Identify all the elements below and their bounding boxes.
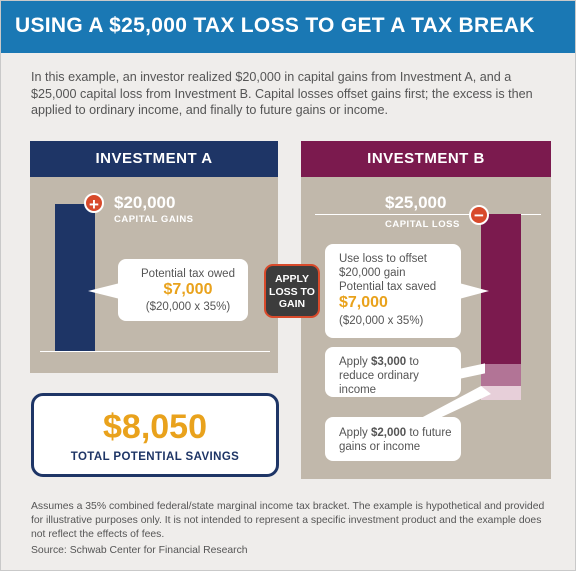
capital-gains-label: CAPITAL GAINS — [114, 214, 194, 225]
capital-gains-bar — [55, 204, 95, 351]
offset-line2: $20,000 gain — [339, 267, 406, 279]
future-gains-text: Apply $2,000 to future gains or income — [339, 427, 452, 453]
apply-line3: GAIN — [278, 298, 306, 310]
minus-icon: − — [469, 205, 489, 225]
tax-saved-value: $7,000 — [339, 294, 388, 311]
investment-a-title: INVESTMENT A — [30, 141, 278, 177]
apply-line1: APPLY — [274, 273, 310, 285]
loss-segment-future-gains — [481, 386, 521, 400]
total-savings-amount: $8,050 — [103, 408, 207, 446]
investment-a-panel: INVESTMENT A + $20,000 CAPITAL GAINS Pot… — [30, 141, 278, 373]
loss-segment-ordinary-income — [481, 364, 521, 386]
investment-b-title: INVESTMENT B — [301, 141, 551, 177]
footnote: Assumes a 35% combined federal/state mar… — [31, 501, 545, 540]
ordinary-income-card: Apply $3,000 to reduce ordinary income — [325, 347, 461, 397]
ordinary-income-text: Apply $3,000 to reduce ordinary income — [339, 356, 419, 396]
callout-pointer — [459, 283, 489, 299]
investment-b-panel: INVESTMENT B $25,000 CAPITAL LOSS − Use … — [301, 141, 551, 479]
capital-loss-amount: $25,000 — [385, 193, 447, 212]
page-title: USING A $25,000 TAX LOSS TO GET A TAX BR… — [15, 14, 535, 37]
apply-loss-to-gain-badge: APPLY LOSS TO GAIN — [264, 264, 320, 318]
total-savings-label: TOTAL POTENTIAL SAVINGS — [70, 451, 240, 463]
tax-owed-label: Potential tax owed — [141, 268, 235, 280]
baseline — [40, 351, 270, 352]
tax-owed-value: $7,000 — [163, 281, 213, 298]
source-note: Source: Schwab Center for Financial Rese… — [31, 545, 248, 556]
title-bar: USING A $25,000 TAX LOSS TO GET A TAX BR… — [1, 1, 575, 53]
top-line — [315, 214, 541, 215]
plus-icon: + — [84, 193, 104, 214]
tax-owed-calc: ($20,000 x 35%) — [145, 301, 231, 313]
offset-line1: Use loss to offset — [339, 253, 427, 265]
callout-pointer — [421, 386, 491, 422]
apply-line2: LOSS TO — [269, 285, 315, 298]
tax-owed-card: Potential tax owed $7,000 ($20,000 x 35%… — [118, 259, 248, 321]
capital-loss-label: CAPITAL LOSS — [385, 219, 460, 230]
future-gains-card: Apply $2,000 to future gains or income — [325, 417, 461, 461]
capital-gains-amount: $20,000 — [114, 193, 176, 212]
intro-text: In this example, an investor realized $2… — [31, 70, 533, 117]
callout-pointer — [88, 283, 120, 299]
total-savings-box: $8,050 TOTAL POTENTIAL SAVINGS — [31, 393, 279, 477]
tax-saved-calc: ($20,000 x 35%) — [339, 315, 424, 327]
tax-saved-label: Potential tax saved — [339, 281, 437, 293]
tax-saved-card: Use loss to offset $20,000 gain Potentia… — [325, 244, 461, 338]
